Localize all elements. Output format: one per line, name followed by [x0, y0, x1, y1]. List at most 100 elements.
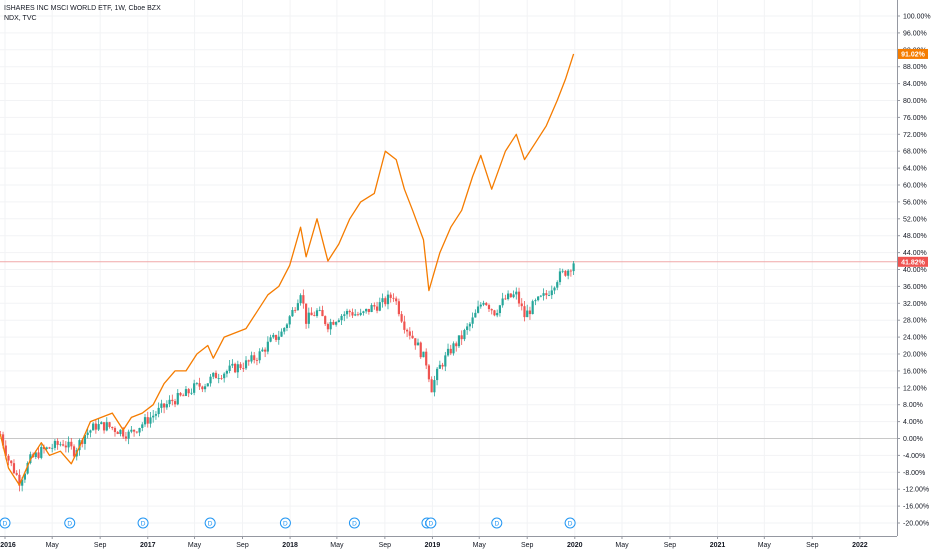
legend-compare-series[interactable]: NDX, TVC: [4, 15, 37, 22]
candle-body: [108, 422, 111, 427]
candle-body: [168, 399, 171, 405]
candle-body: [53, 440, 57, 448]
dividend-marker[interactable]: [279, 517, 291, 529]
candle-body: [354, 314, 357, 316]
candle-body: [496, 313, 499, 316]
dividend-marker[interactable]: [64, 517, 76, 529]
candle-body: [392, 297, 395, 299]
dividend-marker-label[interactable]: D: [67, 521, 72, 528]
candle-body: [280, 331, 283, 337]
candle-body: [345, 310, 349, 315]
dividend-marker[interactable]: [0, 517, 11, 529]
candle-body: [113, 428, 117, 432]
candle-body: [348, 310, 351, 313]
candle-body: [526, 310, 529, 318]
candle-body: [531, 301, 534, 315]
candle-body: [487, 305, 491, 310]
candle-body: [274, 334, 278, 340]
candle-body: [242, 368, 245, 369]
candle-body: [40, 446, 43, 458]
candle-body: [436, 368, 439, 381]
candle-body: [124, 436, 127, 439]
candle-body: [310, 312, 313, 316]
candle-body: [94, 423, 97, 430]
x-tick-label: Sep: [94, 542, 107, 549]
candle-body: [501, 298, 504, 306]
candle-body: [452, 343, 455, 354]
candle-body: [326, 324, 330, 330]
candle-body: [405, 329, 409, 332]
y-tick-label: 84.00%: [903, 81, 927, 88]
candle-body: [332, 321, 335, 325]
candle-body: [23, 473, 26, 480]
candle-body: [403, 321, 406, 330]
candle-body: [203, 386, 207, 390]
candle-body: [272, 334, 275, 338]
candle-body: [441, 364, 444, 367]
dividend-marker[interactable]: [137, 517, 149, 529]
candle-body: [206, 383, 209, 387]
series-legend: ISHARES INC MSCI WORLD ETF, 1W, Cboe BZX…: [4, 4, 161, 24]
candle-body: [515, 291, 518, 295]
candle-body: [556, 282, 559, 288]
y-tick-label: -16.00%: [903, 504, 929, 511]
candle-body: [534, 300, 537, 302]
candle-body: [214, 372, 218, 379]
y-tick-label: 16.00%: [903, 368, 927, 375]
y-tick-label: 96.00%: [903, 30, 927, 37]
dividend-marker-label[interactable]: D: [141, 521, 146, 528]
candle-body: [422, 351, 425, 358]
candle-body: [209, 376, 212, 384]
dividend-marker-label[interactable]: D: [352, 521, 357, 528]
candle-body: [239, 364, 242, 369]
candle-body: [165, 404, 168, 408]
y-tick-label: 40.00%: [903, 267, 927, 274]
candle-body: [343, 314, 346, 316]
candle-body: [26, 463, 29, 474]
dividend-marker-label[interactable]: D: [283, 521, 288, 528]
y-tick-label: -12.00%: [903, 487, 929, 494]
y-tick-label: 88.00%: [903, 64, 927, 71]
dividend-marker[interactable]: [204, 517, 216, 529]
candle-body: [258, 351, 261, 361]
candle-body: [223, 373, 226, 379]
last-value-badge: [898, 48, 928, 59]
candle-body: [337, 320, 340, 322]
y-axis[interactable]: 100.00%96.00%92.00%88.00%84.00%80.00%76.…: [897, 0, 931, 536]
candle-body: [261, 349, 264, 352]
candle-body: [48, 447, 51, 449]
dividend-marker-label[interactable]: D: [568, 521, 573, 528]
y-tick-label: 20.00%: [903, 352, 927, 359]
candle-body: [37, 452, 40, 458]
x-tick-label: May: [188, 542, 202, 549]
dividend-marker[interactable]: [425, 517, 437, 529]
candle-body: [217, 378, 220, 379]
candle-body: [173, 401, 177, 405]
legend-main-series[interactable]: ISHARES INC MSCI WORLD ETF, 1W, Cboe BZX: [4, 5, 161, 12]
candle-body: [236, 364, 239, 373]
candle-body: [378, 302, 381, 311]
candle-body: [397, 301, 400, 315]
candle-body: [176, 392, 179, 405]
candle-body: [321, 309, 324, 317]
dividend-marker[interactable]: [564, 517, 576, 529]
dividend-marker-label[interactable]: D: [208, 521, 213, 528]
dividend-marker[interactable]: [348, 517, 360, 529]
last-value-badge: [898, 256, 928, 267]
dividend-marker-label[interactable]: D: [3, 521, 8, 528]
dividend-marker-label[interactable]: D: [494, 521, 499, 528]
x-axis[interactable]: 2016 May Sep 2017 May Sep 2018 May Sep 2019 May Sep…: [0, 536, 897, 549]
candle-body: [62, 444, 65, 446]
candle-body: [359, 312, 362, 315]
last-value-labels: 91.02% 41.82%: [898, 48, 928, 267]
dividend-marker-label[interactable]: D: [429, 521, 434, 528]
candle-body: [302, 295, 305, 304]
candle-body: [67, 441, 70, 448]
candle-body: [299, 295, 302, 304]
x-tick-label: May: [758, 542, 772, 549]
dividend-marker[interactable]: [491, 517, 503, 529]
y-tick-label: -20.00%: [903, 521, 929, 528]
x-tick-label: Sep: [236, 542, 249, 549]
candle-body: [509, 293, 512, 298]
